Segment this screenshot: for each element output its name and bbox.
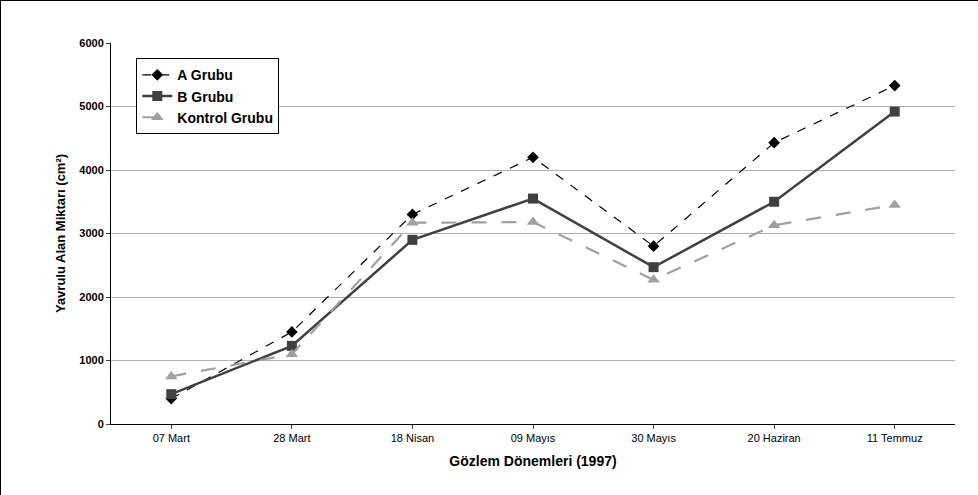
svg-text:Kontrol Grubu: Kontrol Grubu [177,110,273,126]
svg-text:4000: 4000 [79,164,103,176]
svg-text:0: 0 [98,418,104,430]
svg-text:07 Mart: 07 Mart [153,432,190,444]
svg-text:11 Temmuz: 11 Temmuz [867,432,923,444]
svg-text:Gözlem Dönemleri (1997): Gözlem Dönemleri (1997) [449,453,616,469]
svg-text:30 Mayıs: 30 Mayıs [631,432,676,444]
svg-text:A Grubu: A Grubu [177,67,232,83]
svg-text:20 Haziran: 20 Haziran [748,432,801,444]
svg-text:6000: 6000 [79,37,103,49]
svg-text:1000: 1000 [79,354,103,366]
svg-text:3000: 3000 [79,227,103,239]
svg-text:B Grubu: B Grubu [177,89,233,105]
svg-text:18 Nisan: 18 Nisan [391,432,434,444]
svg-text:28 Mart: 28 Mart [273,432,310,444]
svg-text:09 Mayıs: 09 Mayıs [511,432,556,444]
svg-text:Yavrulu Alan Miktarı (cm²): Yavrulu Alan Miktarı (cm²) [53,154,68,313]
svg-text:5000: 5000 [79,100,103,112]
svg-text:2000: 2000 [79,291,103,303]
